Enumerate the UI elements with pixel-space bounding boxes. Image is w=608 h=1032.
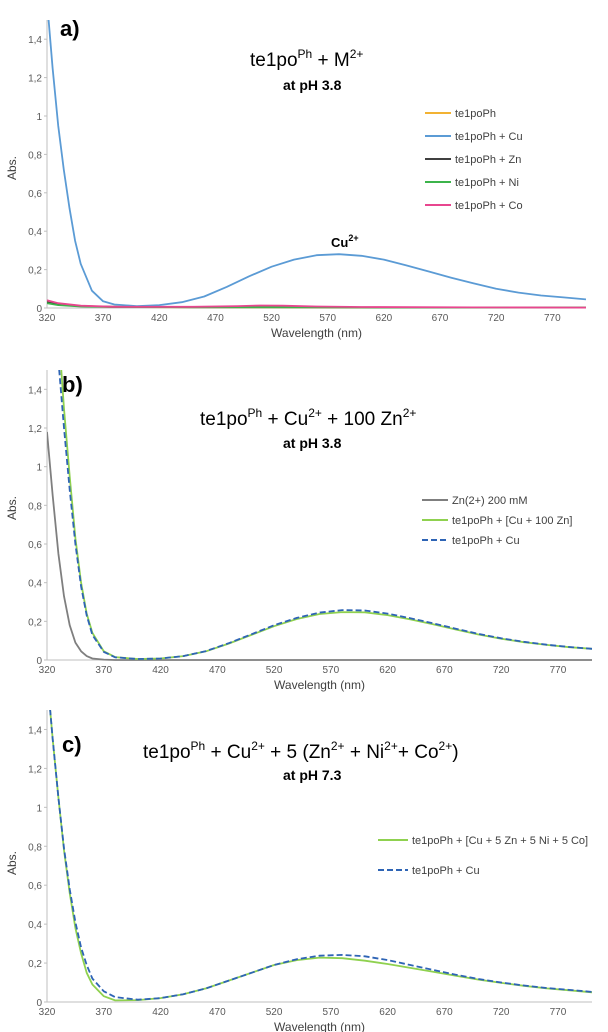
legend-label: te1poPh (455, 108, 496, 120)
chart-a: a) te1poPh + M2+ at pH 3.8 Cu2+ 0 0,2 0,4 0… (5, 16, 586, 340)
x-tick-label: 470 (209, 665, 226, 676)
y-tick-label: 0,8 (28, 842, 42, 853)
y-tick-label: 0 (36, 998, 42, 1009)
series-line (58, 370, 592, 660)
y-axis-label: Abs. (5, 851, 19, 875)
panel-letter: a) (60, 16, 80, 41)
x-tick-label: 520 (263, 313, 280, 324)
y-tick-label: 1,4 (28, 725, 42, 736)
x-tick-label: 470 (209, 1007, 226, 1018)
x-tick-label: 470 (207, 313, 224, 324)
chart-subtitle: at pH 3.8 (283, 435, 342, 451)
y-tick-label: 1 (36, 803, 42, 814)
x-tick-label: 620 (379, 665, 396, 676)
series-line (49, 710, 592, 1001)
y-tick-label: 0 (36, 304, 42, 315)
x-tick-label: 320 (39, 1007, 56, 1018)
chart-subtitle: at pH 3.8 (283, 77, 342, 93)
y-tick-label: 1 (36, 463, 42, 474)
chart-title: te1poPh + M2+ (250, 47, 363, 71)
x-tick-label: 370 (95, 313, 112, 324)
x-axis-label: Wavelength (nm) (274, 678, 365, 692)
y-tick-label: 0,2 (28, 959, 42, 970)
x-tick-label: 570 (323, 665, 340, 676)
x-tick-label: 670 (436, 1007, 453, 1018)
y-tick-label: 0,4 (28, 920, 42, 931)
y-tick-label: 1,2 (28, 74, 42, 85)
y-tick-label: 0,8 (28, 150, 42, 161)
y-tick-label: 0,4 (28, 579, 42, 590)
legend-label: te1poPh + Zn (455, 154, 521, 166)
x-tick-label: 770 (550, 665, 567, 676)
y-tick-label: 1,2 (28, 764, 42, 775)
panel-a: a) te1poPh + M2+ at pH 3.8 Cu2+ 0 0,2 0,4 0… (0, 0, 608, 355)
x-tick-label: 570 (323, 1007, 340, 1018)
x-tick-label: 320 (39, 313, 56, 324)
series-line (47, 431, 592, 661)
legend-label: te1poPh + Cu (452, 535, 520, 547)
y-tick-label: 1,4 (28, 385, 42, 396)
x-tick-label: 620 (379, 1007, 396, 1018)
y-tick-label: 1,2 (28, 424, 42, 435)
x-tick-label: 370 (95, 665, 112, 676)
x-axis-label: Wavelength (nm) (274, 1020, 365, 1032)
x-tick-label: 370 (95, 1007, 112, 1018)
x-tick-label: 420 (152, 665, 169, 676)
y-tick-label: 0,6 (28, 189, 42, 200)
x-tick-label: 320 (39, 665, 56, 676)
x-tick-label: 420 (151, 313, 168, 324)
x-tick-label: 720 (493, 1007, 510, 1018)
y-axis-label: Abs. (5, 156, 19, 180)
panel-b: b) te1poPh + Cu2+ + 100 Zn2+ at pH 3.8 0… (0, 360, 608, 695)
x-tick-label: 670 (432, 313, 449, 324)
y-tick-label: 0,4 (28, 227, 42, 238)
panel-letter: c) (62, 732, 82, 757)
y-tick-label: 0,6 (28, 881, 42, 892)
chart-c: c) te1poPh + Cu2+ + 5 (Zn2+ + Ni2++ Co2+… (5, 710, 592, 1032)
chart-title: te1poPh + Cu2+ + 5 (Zn2+ + Ni2++ Co2+) (143, 739, 459, 763)
series-line (47, 299, 586, 309)
legend-label: te1poPh + Cu (455, 131, 523, 143)
panel-letter: b) (62, 372, 83, 397)
x-tick-label: 620 (376, 313, 393, 324)
x-tick-label: 720 (488, 313, 505, 324)
y-tick-label: 1 (36, 112, 42, 123)
series-line (60, 370, 592, 660)
panel-c: c) te1poPh + Cu2+ + 5 (Zn2+ + Ni2++ Co2+… (0, 700, 608, 1032)
x-axis-label: Wavelength (nm) (271, 326, 362, 340)
legend-label: te1poPh + Ni (455, 177, 519, 189)
y-tick-label: 0,2 (28, 266, 42, 277)
y-tick-label: 0,2 (28, 617, 42, 628)
legend-label: te1poPh + Co (455, 200, 523, 212)
chart-title: te1poPh + Cu2+ + 100 Zn2+ (200, 406, 416, 430)
x-tick-label: 770 (544, 313, 561, 324)
x-tick-label: 570 (319, 313, 336, 324)
x-tick-label: 770 (550, 1007, 567, 1018)
legend-label: Zn(2+) 200 mM (452, 495, 528, 507)
legend-label: te1poPh + [Cu + 5 Zn + 5 Ni + 5 Co] (412, 835, 588, 847)
legend-label: te1poPh + [Cu + 100 Zn] (452, 515, 572, 527)
chart-subtitle: at pH 7.3 (283, 767, 342, 783)
x-tick-label: 520 (266, 1007, 283, 1018)
cu-annotation: Cu2+ (331, 233, 359, 250)
y-axis-label: Abs. (5, 496, 19, 520)
x-tick-label: 520 (266, 665, 283, 676)
x-tick-label: 670 (436, 665, 453, 676)
y-tick-label: 0,6 (28, 540, 42, 551)
x-tick-label: 720 (493, 665, 510, 676)
y-tick-label: 1,4 (28, 35, 42, 46)
chart-b: b) te1poPh + Cu2+ + 100 Zn2+ at pH 3.8 0… (5, 370, 592, 692)
y-tick-label: 0 (36, 656, 42, 667)
y-tick-label: 0,8 (28, 501, 42, 512)
x-tick-label: 420 (152, 1007, 169, 1018)
legend-label: te1poPh + Cu (412, 865, 480, 877)
series-line (47, 20, 586, 308)
